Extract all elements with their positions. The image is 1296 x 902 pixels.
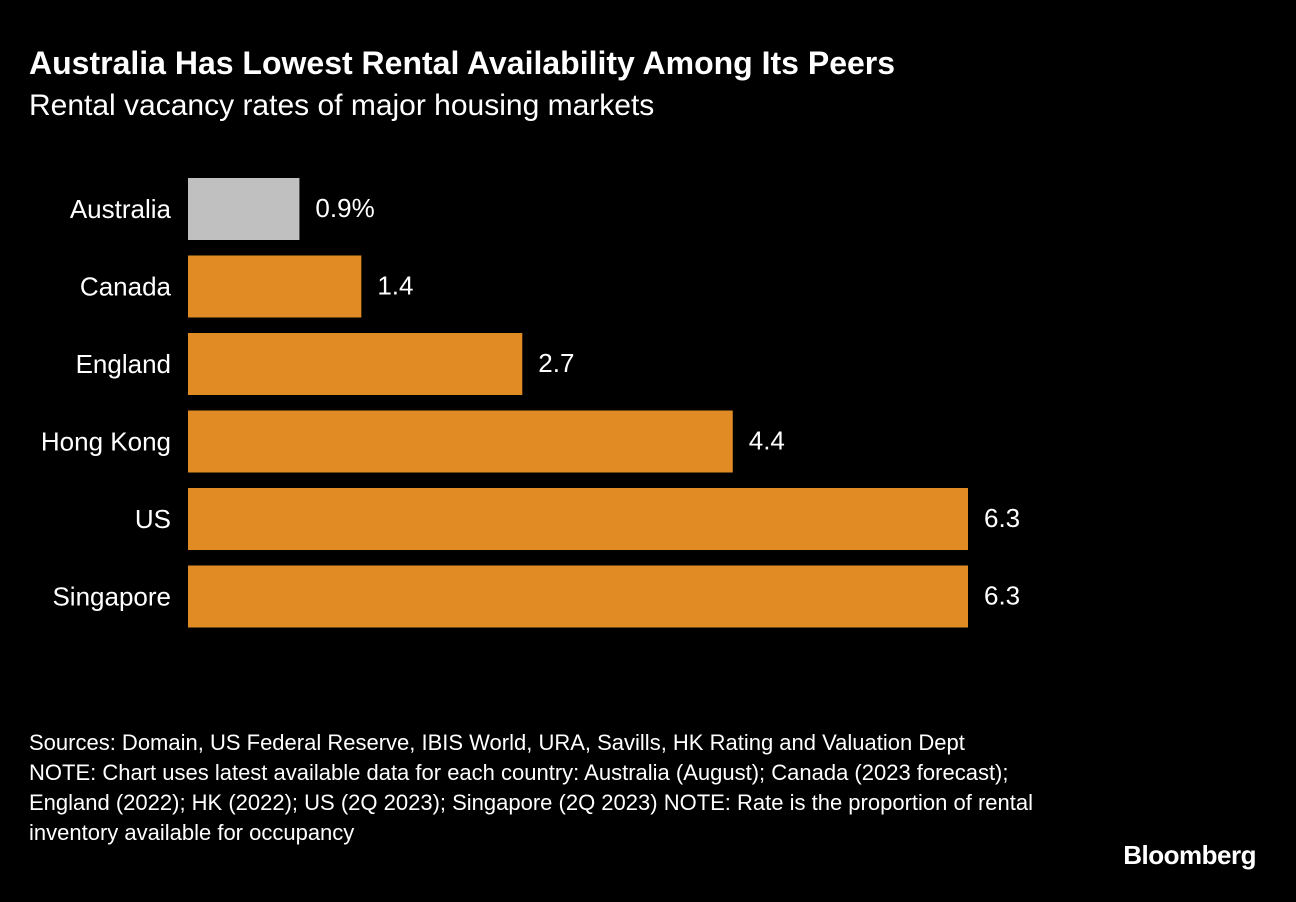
bar-england	[188, 333, 523, 395]
bar-hong-kong	[188, 410, 733, 473]
category-label-us: US	[135, 504, 171, 534]
bar-chart: Australia 0.9% Canada 1.4 England 2.7 Hong Kon…	[41, 178, 1020, 628]
category-label-england: England	[76, 349, 171, 379]
footer: Sources: Domain, US Federal Reserve, IBI…	[29, 728, 1039, 848]
bar-us	[188, 488, 968, 550]
note-text: NOTE: Chart uses latest available data f…	[29, 760, 1033, 845]
value-label-canada: 1.4	[377, 271, 413, 301]
category-label-hong-kong: Hong Kong	[41, 427, 171, 457]
value-label-australia: 0.9%	[315, 193, 374, 223]
category-label-canada: Canada	[80, 272, 172, 302]
bloomberg-logo: Bloomberg	[1123, 840, 1256, 870]
chart-subtitle: Rental vacancy rates of major housing ma…	[29, 89, 655, 122]
value-label-us: 6.3	[984, 503, 1020, 533]
bar-singapore	[188, 565, 968, 628]
value-label-singapore: 6.3	[984, 581, 1020, 611]
bar-canada	[188, 255, 362, 318]
bar-australia	[188, 178, 300, 240]
value-label-england: 2.7	[538, 348, 574, 378]
category-label-singapore: Singapore	[52, 582, 171, 612]
value-label-hong-kong: 4.4	[749, 426, 785, 456]
sources-text: Sources: Domain, US Federal Reserve, IBI…	[29, 730, 965, 755]
category-label-australia: Australia	[70, 194, 172, 224]
chart-title: Australia Has Lowest Rental Availability…	[29, 45, 896, 81]
